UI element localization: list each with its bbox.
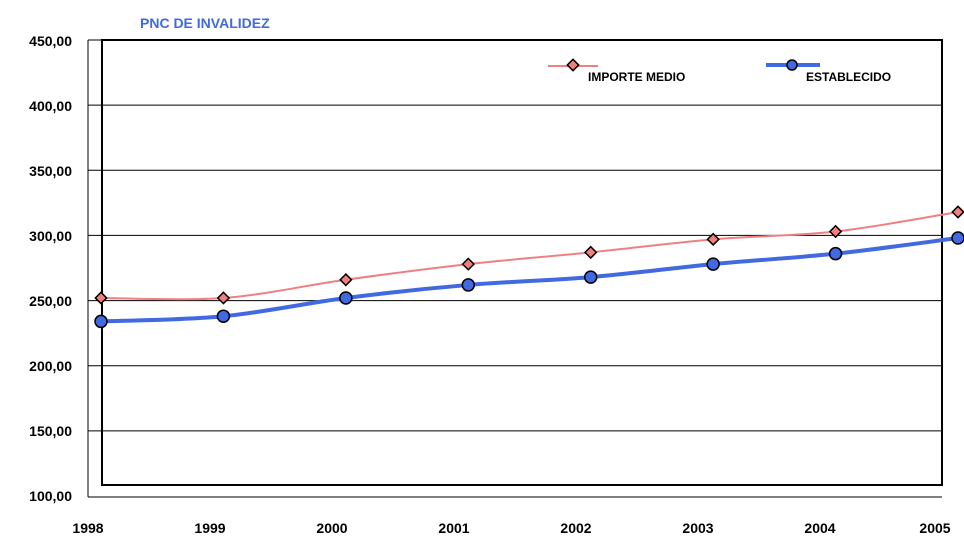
y-tick-label: 450,00 — [29, 33, 72, 49]
legend-label-establecido: ESTABLECIDO — [806, 70, 891, 84]
x-tick-label: 1999 — [194, 520, 225, 536]
data-point-diamond — [461, 257, 476, 271]
data-point-diamond — [94, 291, 108, 305]
x-tick-label: 1998 — [72, 520, 103, 536]
y-tick-label: 350,00 — [29, 163, 72, 179]
data-point-diamond — [951, 205, 964, 219]
data-point-circle — [94, 314, 108, 329]
y-axis: 100,00 150,00 200,00 250,00 300,00 350,0… — [29, 33, 89, 504]
y-tick-label: 400,00 — [29, 98, 72, 114]
x-tick-label: 2005 — [919, 520, 950, 536]
diamond-marker-icon — [566, 58, 580, 72]
chart-title: PNC DE INVALIDEZ — [140, 15, 270, 31]
circle-marker-icon — [786, 59, 798, 71]
y-tick-label: 300,00 — [29, 228, 72, 244]
x-tick-label: 2004 — [804, 520, 835, 536]
data-point-circle — [216, 309, 231, 323]
series-line-importe-medio — [100, 210, 959, 301]
data-point-diamond — [706, 232, 720, 247]
legend-label-importe-medio: IMPORTE MEDIO — [588, 70, 685, 84]
data-point-diamond — [216, 291, 231, 305]
plot-frame — [101, 39, 943, 486]
x-tick-label: 2000 — [316, 520, 347, 536]
data-point-circle — [461, 278, 476, 292]
series-layer — [94, 205, 964, 329]
y-tick-label: 200,00 — [29, 358, 72, 374]
data-point-circle — [339, 291, 353, 305]
data-point-circle — [828, 246, 843, 261]
series-line-establecido — [100, 236, 959, 324]
gridlines — [88, 39, 942, 432]
y-tick-label: 250,00 — [29, 293, 72, 309]
y-tick-label: 150,00 — [29, 423, 72, 439]
data-point-diamond — [583, 245, 598, 260]
y-tick-label: 100,00 — [29, 488, 72, 504]
data-point-circle — [706, 257, 720, 271]
x-tick-label: 2003 — [682, 520, 713, 536]
data-point-diamond — [339, 273, 353, 287]
data-point-diamond — [828, 224, 843, 239]
x-axis: 1998 1999 2000 2001 2002 2003 2004 2005 — [72, 496, 951, 536]
legend: IMPORTE MEDIO ESTABLECIDO — [548, 58, 891, 84]
x-tick-label: 2002 — [560, 520, 591, 536]
data-point-circle — [583, 270, 598, 284]
data-point-circle — [951, 231, 964, 245]
x-tick-label: 2001 — [438, 520, 469, 536]
